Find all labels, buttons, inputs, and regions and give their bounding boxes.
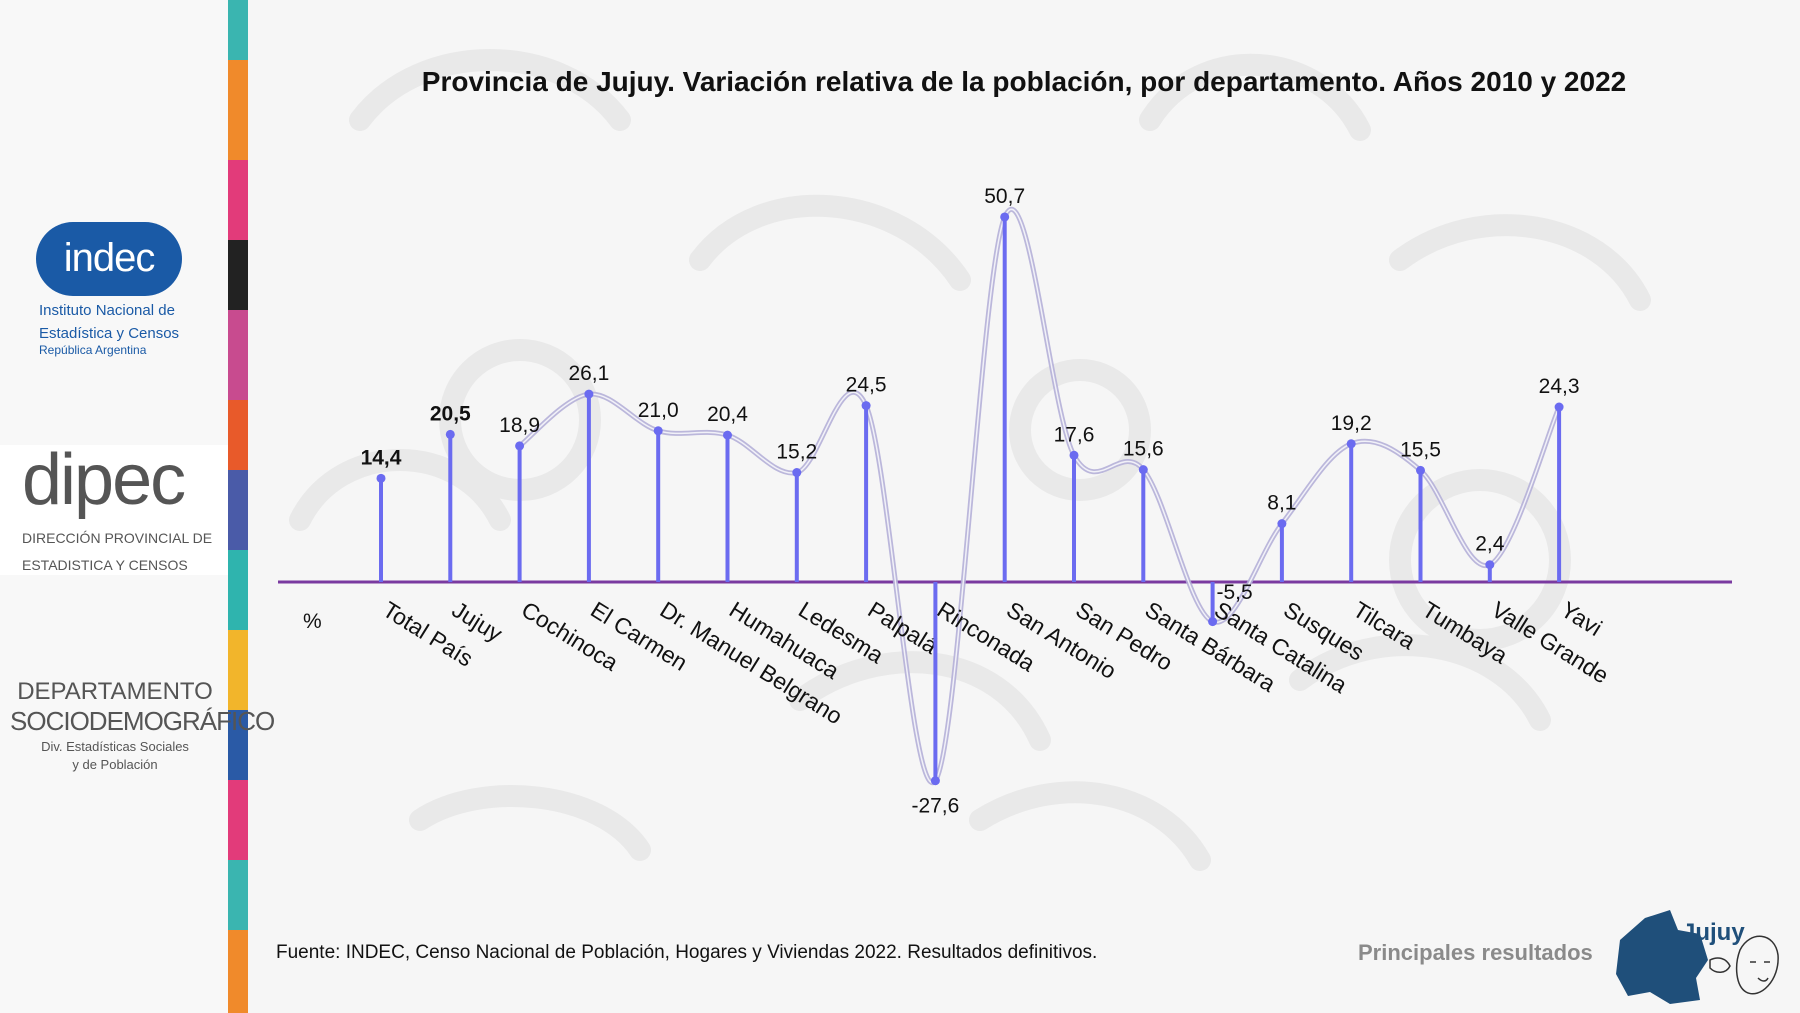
data-label-1: 20,5 xyxy=(430,402,471,425)
dipec-logo-mark: dipec xyxy=(22,440,186,520)
depto-logo-line4: y de Población xyxy=(72,757,158,772)
jujuy-logo-text: Jujuy xyxy=(1682,919,1745,946)
jujuy-logo: Jujuy xyxy=(1616,910,1779,1004)
data-label-9: 50,7 xyxy=(984,185,1025,208)
chart-title: Provincia de Jujuy. Variación relativa d… xyxy=(421,66,1627,97)
depto-logo-line1: DEPARTAMENTO xyxy=(17,678,213,705)
data-label-8: -27,6 xyxy=(911,795,959,818)
left-panel-background xyxy=(0,0,228,1013)
point-14 xyxy=(1346,439,1356,449)
point-8 xyxy=(930,776,940,786)
category-label-17: Yavi xyxy=(1556,596,1606,641)
point-17 xyxy=(1554,402,1564,412)
data-label-6: 15,2 xyxy=(776,441,817,464)
depto-logo-line3: Div. Estadísticas Sociales xyxy=(41,739,189,754)
smoothed-trend-line-highlight xyxy=(519,208,1560,784)
smoothed-trend-line xyxy=(518,206,1562,786)
data-label-11: 15,6 xyxy=(1123,438,1164,461)
decorative-color-stripe xyxy=(228,0,248,1013)
point-12 xyxy=(1208,617,1218,627)
footer-label: Principales resultados xyxy=(1358,940,1593,965)
unit-label: % xyxy=(303,610,322,633)
indec-logo-line3: República Argentina xyxy=(39,343,147,357)
data-label-13: 8,1 xyxy=(1267,492,1296,515)
data-label-7: 24,5 xyxy=(846,374,887,397)
data-label-5: 20,4 xyxy=(707,403,748,426)
point-16 xyxy=(1485,560,1495,570)
point-13 xyxy=(1277,519,1287,529)
indec-logo: indec Instituto Nacional de Estadística … xyxy=(36,222,236,357)
point-11 xyxy=(1138,465,1148,475)
dipec-logo-line2: ESTADISTICA Y CENSOS xyxy=(22,557,188,573)
point-9 xyxy=(1000,212,1010,222)
data-label-16: 2,4 xyxy=(1475,533,1505,556)
point-1 xyxy=(445,429,455,439)
point-2 xyxy=(515,441,525,451)
indec-logo-line2: Estadística y Censos xyxy=(39,325,180,342)
data-label-3: 26,1 xyxy=(568,362,609,385)
point-6 xyxy=(792,468,802,478)
point-4 xyxy=(653,426,663,436)
data-label-4: 21,0 xyxy=(638,399,679,422)
point-15 xyxy=(1416,465,1425,475)
data-label-12: -5,5 xyxy=(1217,581,1253,604)
point-5 xyxy=(723,430,732,440)
dipec-logo: dipec DIRECCIÓN PROVINCIAL DE ESTADISTIC… xyxy=(22,440,222,574)
indec-logo-line1: Instituto Nacional de xyxy=(39,302,175,319)
data-label-14: 19,2 xyxy=(1331,412,1372,435)
indec-logo-mark: indec xyxy=(36,222,182,296)
face-sketch-icon xyxy=(1709,935,1779,995)
source-note: Fuente: INDEC, Censo Nacional de Poblaci… xyxy=(276,942,1098,963)
point-3 xyxy=(584,389,594,399)
data-label-15: 15,5 xyxy=(1400,438,1441,461)
point-7 xyxy=(861,401,871,411)
data-label-2: 18,9 xyxy=(499,414,540,437)
data-label-0: 14,4 xyxy=(361,446,402,469)
data-label-17: 24,3 xyxy=(1539,375,1580,398)
data-label-10: 17,6 xyxy=(1054,423,1095,446)
point-10 xyxy=(1069,450,1079,460)
jujuy-map-icon xyxy=(1616,910,1708,1004)
dipec-logo-line1: DIRECCIÓN PROVINCIAL DE xyxy=(22,530,213,546)
point-0 xyxy=(376,473,386,483)
